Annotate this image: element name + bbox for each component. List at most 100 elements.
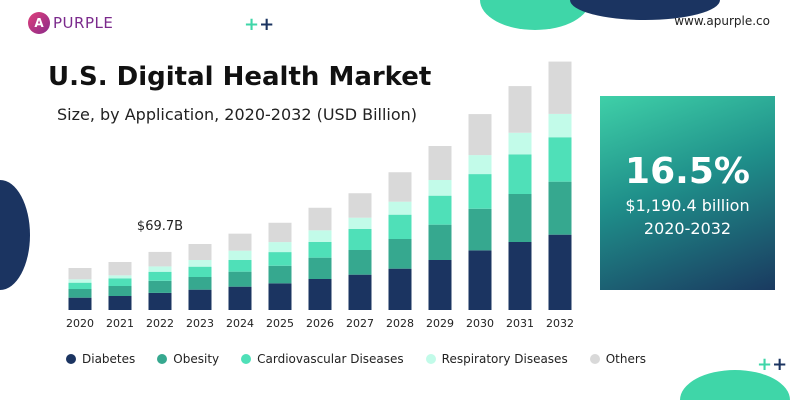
bar-segment-cardiovascular-diseases-2024 [228, 260, 252, 272]
bar-segment-respiratory-diseases-2027 [348, 217, 372, 229]
bar-segment-cardiovascular-diseases-2022 [148, 271, 172, 281]
bar-segment-others-2030 [468, 114, 492, 156]
bar-segment-obesity-2026 [308, 257, 332, 279]
bar-segment-diabetes-2029 [428, 260, 452, 310]
bar-segment-obesity-2022 [148, 280, 172, 293]
bar-segment-obesity-2027 [348, 250, 372, 275]
legend-label: Cardiovascular Diseases [257, 352, 404, 366]
legend-label: Obesity [173, 352, 220, 366]
bar-segment-diabetes-2021 [108, 296, 132, 310]
legend-label: Others [605, 352, 647, 366]
bar-segment-cardiovascular-diseases-2026 [308, 242, 332, 258]
x-tick-label: 2020 [66, 317, 94, 330]
bar-segment-respiratory-diseases-2032 [548, 113, 572, 138]
chart-title: U.S. Digital Health Market [48, 62, 432, 92]
bar-segment-diabetes-2023 [188, 289, 212, 310]
bar-segment-obesity-2025 [268, 265, 292, 284]
x-tick-label: 2027 [346, 317, 374, 330]
bar-segment-obesity-2024 [228, 271, 252, 287]
bar-segment-cardiovascular-diseases-2021 [108, 278, 132, 286]
legend-swatch [157, 354, 168, 364]
legend: Diabetes Obesity Cardiovascular Diseases Re… [66, 352, 646, 366]
bar-segment-cardiovascular-diseases-2032 [548, 137, 572, 182]
bar-segment-others-2032 [548, 61, 572, 114]
bar-segment-obesity-2023 [188, 277, 212, 290]
x-tick-label: 2023 [186, 317, 214, 330]
bar-segment-obesity-2030 [468, 208, 492, 251]
bar-segment-others-2031 [508, 86, 532, 133]
bar-segment-diabetes-2030 [468, 250, 492, 310]
bar-segment-diabetes-2025 [268, 283, 292, 310]
legend-item: Cardiovascular Diseases [241, 352, 404, 366]
bar-segment-others-2023 [188, 244, 212, 260]
bar-segment-respiratory-diseases-2020 [68, 279, 92, 283]
market-amount: $1,190.4 billion [625, 196, 750, 215]
legend-item: Others [589, 352, 647, 366]
x-tick-label: 2025 [266, 317, 294, 330]
logo-mark-icon: A [28, 12, 50, 34]
bar-segment-obesity-2020 [68, 289, 92, 298]
bar-segment-others-2025 [268, 222, 292, 243]
bar-segment-diabetes-2032 [548, 234, 572, 310]
legend-item: Diabetes [66, 352, 135, 366]
bar-segment-diabetes-2026 [308, 279, 332, 310]
x-tick-label: 2026 [306, 317, 334, 330]
logo-text: PURPLE [53, 14, 114, 32]
bar-segment-diabetes-2024 [228, 286, 252, 310]
bar-segment-respiratory-diseases-2026 [308, 230, 332, 242]
bar-segment-cardiovascular-diseases-2028 [388, 214, 412, 239]
plus-icon: ++ [757, 354, 788, 375]
bar-segment-others-2026 [308, 207, 332, 231]
logo: A PURPLE [28, 12, 113, 34]
x-tick-label: 2021 [106, 317, 134, 330]
legend-label: Respiratory Diseases [441, 352, 568, 366]
bar-segment-cardiovascular-diseases-2029 [428, 195, 452, 225]
bar-segment-others-2029 [428, 146, 452, 180]
bar-segment-obesity-2031 [508, 194, 532, 242]
x-tick-label: 2032 [546, 317, 574, 330]
bar-segment-others-2020 [68, 268, 92, 280]
bar-segment-diabetes-2028 [388, 268, 412, 310]
legend-swatch [589, 354, 600, 364]
bar-segment-respiratory-diseases-2023 [188, 260, 212, 267]
bar-segment-cardiovascular-diseases-2030 [468, 174, 492, 209]
bar-segment-respiratory-diseases-2031 [508, 132, 532, 155]
x-tick-label: 2024 [226, 317, 254, 330]
x-tick-label: 2031 [506, 317, 534, 330]
legend-swatch [241, 354, 252, 364]
bar-segment-respiratory-diseases-2028 [388, 201, 412, 215]
bar-segment-obesity-2028 [388, 239, 412, 269]
bar-segment-cardiovascular-diseases-2023 [188, 266, 212, 277]
chart-subtitle: Size, by Application, 2020-2032 (USD Bil… [57, 105, 418, 124]
bar-segment-others-2027 [348, 193, 372, 218]
legend-swatch [66, 354, 76, 364]
bar-segment-obesity-2021 [108, 286, 132, 296]
data-label: $69.7B [137, 219, 183, 234]
bar-segment-obesity-2032 [548, 181, 572, 235]
bar-segment-others-2021 [108, 262, 132, 276]
bar-segment-cardiovascular-diseases-2027 [348, 229, 372, 250]
plus-icon: ++ [244, 14, 275, 35]
bar-segment-diabetes-2027 [348, 274, 372, 310]
legend-label: Diabetes [82, 352, 136, 366]
bar-segment-respiratory-diseases-2029 [428, 180, 452, 196]
cagr-value: 16.5% [625, 151, 750, 192]
legend-swatch [425, 354, 436, 364]
bar-segment-respiratory-diseases-2025 [268, 242, 292, 253]
bar-segment-others-2024 [228, 233, 252, 251]
bar-segment-cardiovascular-diseases-2020 [68, 282, 92, 289]
bar-segment-respiratory-diseases-2024 [228, 250, 252, 260]
legend-item: Respiratory Diseases [425, 352, 568, 366]
decor-circle-top-right [570, 0, 720, 20]
bar-segment-obesity-2029 [428, 224, 452, 260]
bar-segment-respiratory-diseases-2021 [108, 275, 132, 279]
legend-item: Obesity [157, 352, 219, 366]
x-tick-label: 2022 [146, 317, 174, 330]
bar-segment-others-2028 [388, 172, 412, 202]
x-tick-label: 2029 [426, 317, 454, 330]
bar-segment-respiratory-diseases-2030 [468, 155, 492, 175]
bar-segment-diabetes-2020 [68, 297, 92, 310]
cagr-panel: 16.5% $1,190.4 billion 2020-2032 [600, 96, 775, 290]
bar-segment-respiratory-diseases-2022 [148, 266, 172, 272]
